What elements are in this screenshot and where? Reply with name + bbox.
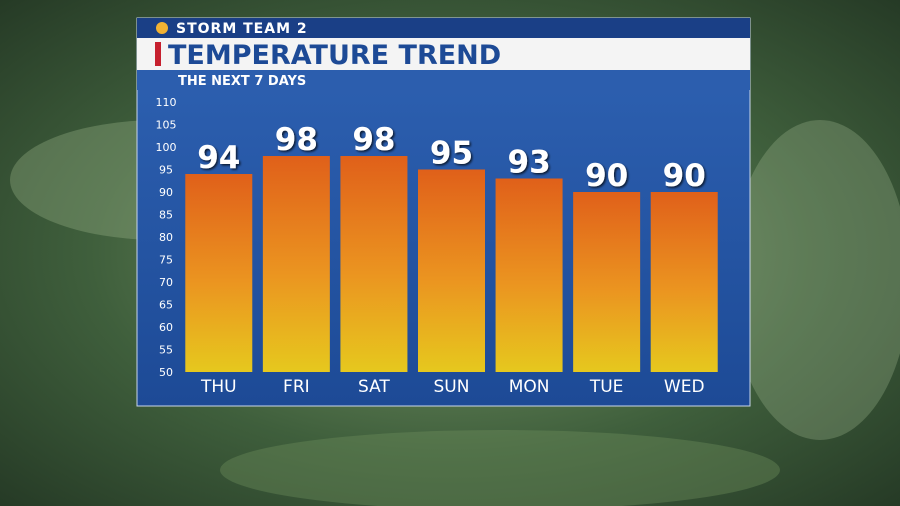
x-tick-label: SUN <box>434 377 470 397</box>
subtitle: THE NEXT 7 DAYS <box>178 74 306 89</box>
y-tick-label: 85 <box>159 209 173 222</box>
data-label: 98 <box>352 122 395 158</box>
x-tick-label: FRI <box>283 377 310 397</box>
logo <box>156 22 168 34</box>
y-tick-label: 50 <box>159 366 173 379</box>
chart-title: TEMPERATURE TREND <box>168 40 501 71</box>
x-tick-label: TUE <box>589 377 624 397</box>
bar <box>573 192 641 372</box>
y-tick-label: 75 <box>159 254 173 267</box>
x-tick-label: SAT <box>358 377 390 397</box>
data-label: 90 <box>663 158 706 194</box>
y-tick-label: 70 <box>159 276 173 289</box>
bar <box>185 174 253 372</box>
bar <box>495 178 563 372</box>
bar <box>650 192 718 372</box>
y-tick-label: 105 <box>156 119 177 132</box>
x-tick-label: THU <box>200 377 237 397</box>
title-bar <box>137 38 750 70</box>
data-label: 95 <box>430 136 473 172</box>
y-tick-label: 95 <box>159 164 173 177</box>
bar <box>340 156 408 372</box>
subtitle-bar <box>137 70 750 90</box>
data-label: 93 <box>508 145 551 181</box>
title-accent <box>155 42 161 66</box>
y-tick-label: 60 <box>159 321 173 334</box>
bar <box>418 169 485 372</box>
bar <box>262 156 330 372</box>
foliage <box>730 120 900 440</box>
y-tick-label: 90 <box>159 186 173 199</box>
x-tick-label: MON <box>509 377 550 397</box>
y-tick-label: 65 <box>159 299 173 312</box>
header: STORM TEAM 2 <box>176 21 308 37</box>
x-tick-label: WED <box>664 377 705 397</box>
data-label: 98 <box>275 122 318 158</box>
data-label: 94 <box>197 140 240 176</box>
y-tick-label: 55 <box>159 344 173 357</box>
foliage <box>220 430 780 506</box>
y-tick-label: 80 <box>159 231 173 244</box>
data-label: 90 <box>585 158 628 194</box>
y-tick-label: 110 <box>156 96 177 109</box>
header-bar <box>137 18 750 38</box>
y-tick-label: 100 <box>156 141 177 154</box>
